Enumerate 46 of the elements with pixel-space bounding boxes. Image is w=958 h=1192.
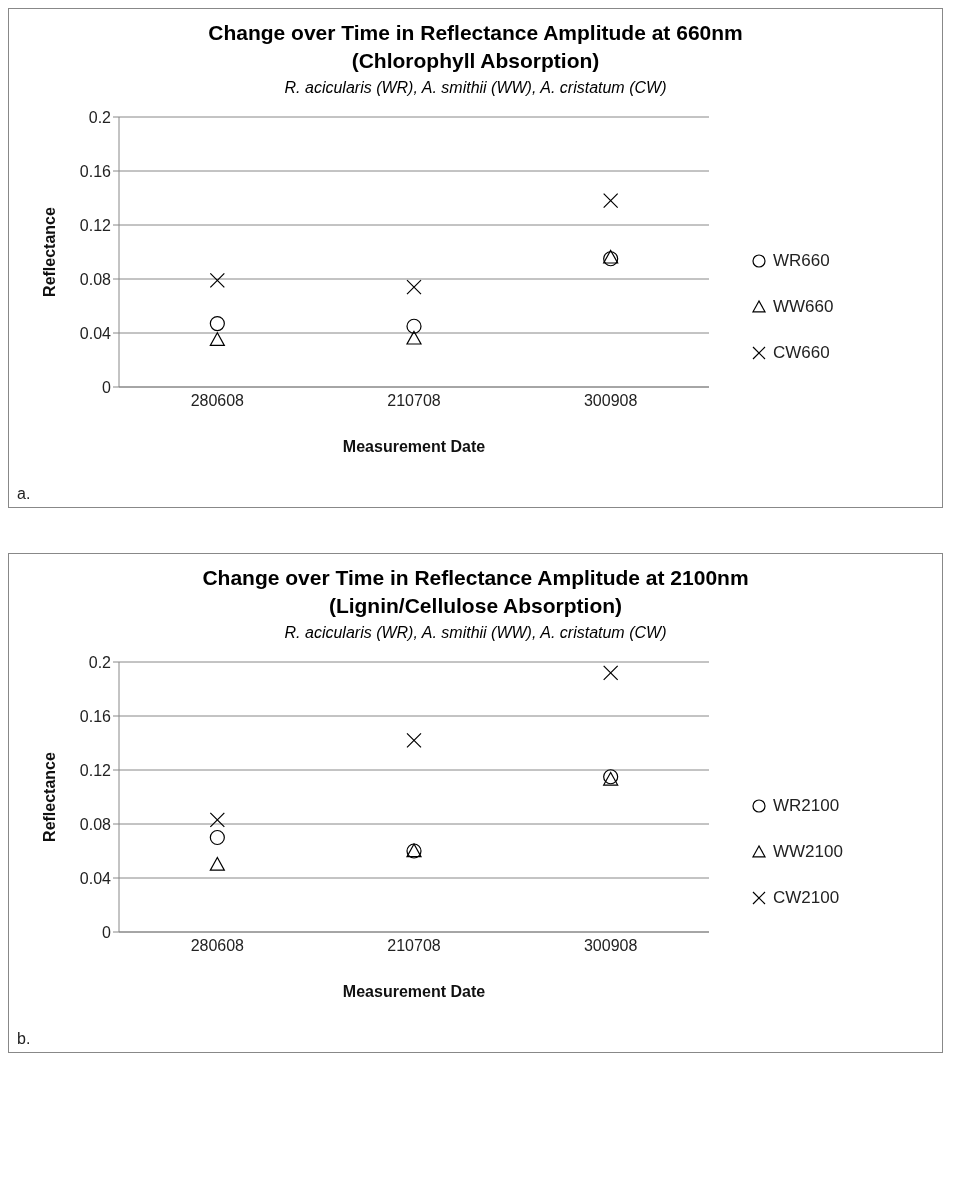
y-tick-label: 0.04: [79, 324, 112, 342]
legend-label: WW660: [773, 297, 834, 317]
legend-label: CW2100: [773, 888, 840, 908]
text: a.: [17, 485, 31, 503]
point: [603, 665, 619, 681]
y-axis-title: Reflectance: [40, 751, 58, 842]
x-tick-label: 300908: [583, 937, 638, 955]
y-tick-label: 0: [102, 378, 112, 396]
y-tick-label: 0.16: [79, 162, 112, 180]
legend-label: CW660: [773, 343, 830, 363]
point: [209, 315, 225, 332]
y-tick-label: 0.08: [79, 270, 112, 288]
point: [209, 272, 225, 288]
x-axis-title: Measurement Date: [342, 438, 486, 455]
point: [406, 330, 422, 345]
point: [603, 193, 619, 209]
chart-subtitle: R. acicularis (WR), A. smithii (WW), A. cristatum (CW): [283, 624, 668, 642]
point: [209, 812, 225, 828]
x-tick-label: 210708: [387, 937, 441, 955]
legend-label: WW2100: [773, 842, 843, 862]
x-tick-label: 210708: [387, 392, 441, 410]
y-tick-label: 0.2: [88, 653, 112, 671]
chart-title: Change over Time in Reflectance Amplitude at 2100nm (Lignin/Cellulose Absorption): [201, 565, 750, 619]
legend-label: WR660: [773, 251, 830, 271]
point: [406, 279, 422, 295]
legend-label: WR2100: [773, 796, 840, 816]
x-tick-label: 300908: [583, 392, 638, 410]
y-tick-label: 0.12: [79, 216, 112, 234]
y-tick-label: 0: [102, 923, 112, 941]
point: [209, 829, 225, 846]
y-tick-label: 0.08: [79, 815, 112, 833]
point: [209, 856, 225, 871]
text: b.: [17, 1030, 31, 1048]
y-axis-title: Reflectance: [40, 206, 58, 297]
x-tick-label: 280608: [190, 937, 245, 955]
y-tick-label: 0.12: [79, 761, 112, 779]
point: [209, 332, 225, 346]
x-tick-label: 280608: [190, 392, 245, 410]
y-tick-label: 0.04: [79, 869, 112, 887]
chart-subtitle: R. acicularis (WR), A. smithii (WW), A. cristatum (CW): [283, 79, 668, 97]
y-tick-label: 0.2: [88, 108, 112, 126]
x-axis-title: Measurement Date: [342, 983, 486, 1000]
y-tick-label: 0.16: [79, 707, 112, 725]
point: [406, 318, 422, 334]
chart-title: Change over Time in Reflectance Amplitude at 660nm (Chlorophyll Absorption): [207, 20, 744, 74]
point: [406, 732, 422, 748]
